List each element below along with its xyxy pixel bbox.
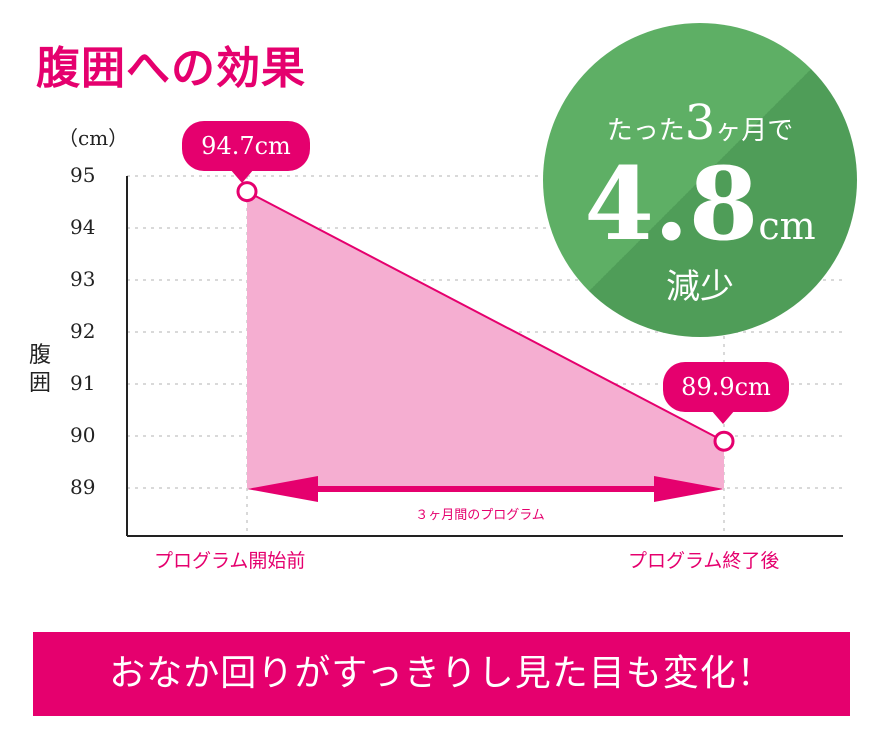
- y-tick-label: 93: [70, 267, 96, 291]
- data-label-start: 94.7cm: [182, 121, 310, 183]
- data-area: [247, 191, 724, 488]
- duration-label: ３ヶ月間のプログラム: [415, 508, 545, 523]
- badge-amount: 4.8cm: [543, 145, 857, 263]
- data-line: [246, 190, 725, 443]
- badge-period: たった3ヶ月で: [543, 95, 857, 151]
- badge-unit: cm: [758, 204, 816, 248]
- y-axis-unit: （cm）: [58, 126, 129, 150]
- duration-arrow-right-head: [654, 476, 724, 502]
- badge-result: 減少: [666, 267, 734, 307]
- x-tick-label: プログラム開始前: [154, 550, 306, 572]
- data-point-start: [236, 181, 258, 203]
- page-title: 腹囲への効果: [36, 43, 306, 94]
- summary-banner: おなか回りがすっきりし見た目も変化！: [33, 632, 850, 716]
- y-tick-label: 89: [70, 475, 96, 499]
- y-tick-label: 90: [70, 423, 96, 447]
- badge-value: 4.8: [584, 145, 759, 263]
- y-tick-label: 94: [70, 215, 96, 239]
- duration-arrow-left-head: [247, 476, 318, 502]
- badge-months-suffix: ヶ月で: [715, 116, 794, 146]
- data-label-end: 89.9cm: [663, 362, 789, 424]
- y-tick-label: 95: [70, 163, 96, 187]
- result-badge: たった3ヶ月で 4.8cm 減少: [543, 23, 857, 337]
- badge-prefix: たった: [606, 116, 685, 146]
- y-tick-label: 91: [70, 371, 96, 395]
- y-axis-label: 腹囲: [28, 343, 51, 396]
- badge-months: 3: [684, 95, 716, 151]
- y-tick-label: 92: [70, 319, 96, 343]
- x-tick-label: プログラム終了後: [628, 550, 780, 572]
- data-point-end: [713, 430, 735, 452]
